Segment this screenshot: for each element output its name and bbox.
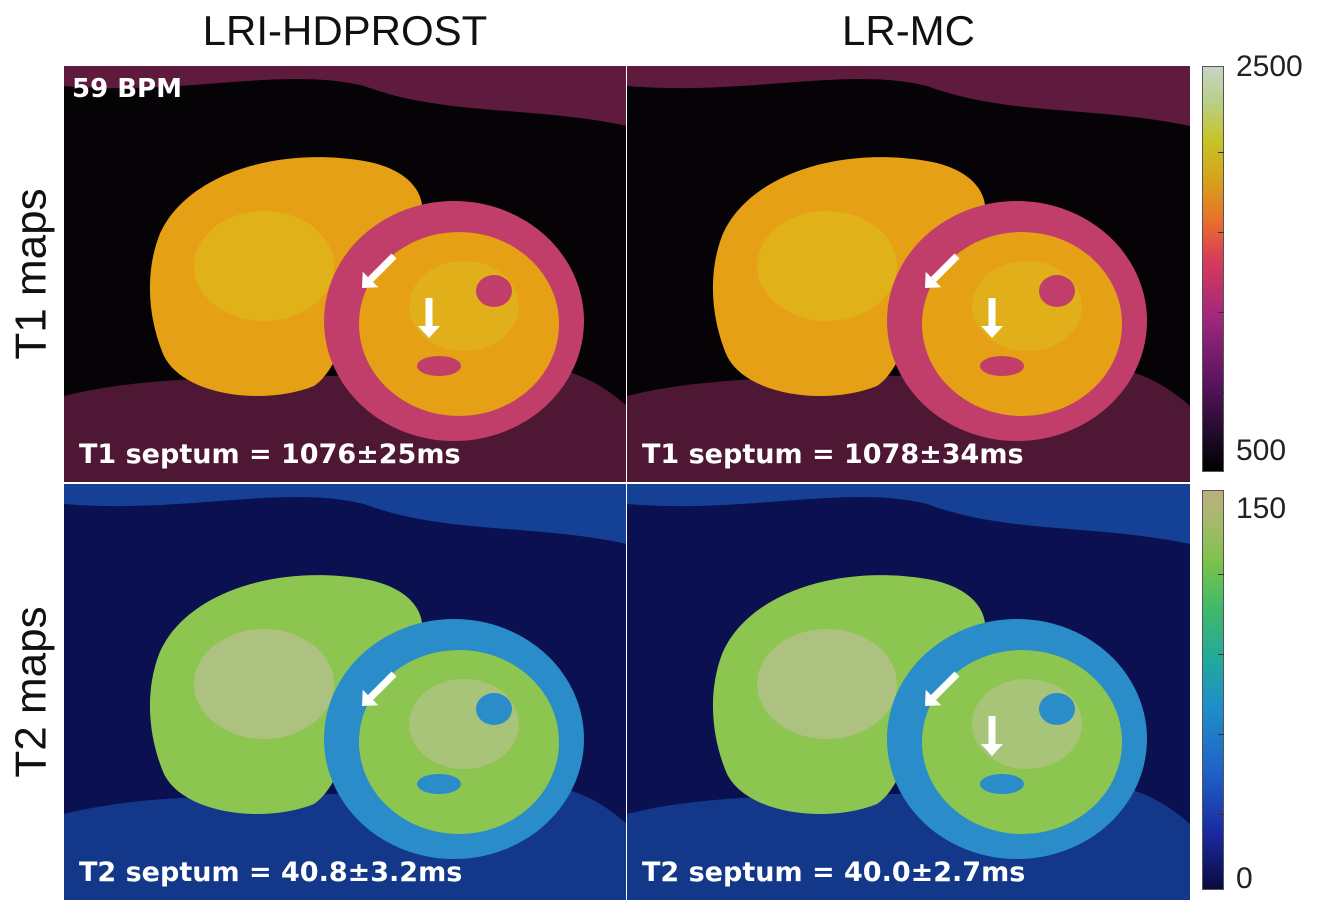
map-panel-t2-lri-hdprost: T2 septum = 40.8±3.2ms — [64, 484, 626, 900]
cardiac-map-image — [64, 484, 626, 900]
papillary-muscle — [476, 275, 512, 307]
t2-colorbar-max-label: 150 — [1236, 492, 1287, 525]
t2-colorbar — [1202, 490, 1224, 890]
t1-colorbar — [1202, 66, 1224, 472]
septum-measurement: T2 septum = 40.8±3.2ms — [79, 857, 463, 888]
papillary-muscle — [476, 693, 512, 725]
papillary-muscle — [417, 356, 461, 376]
colorbar-tick — [1218, 814, 1224, 815]
papillary-muscle — [1039, 693, 1075, 725]
t1-colorbar-min-label: 500 — [1236, 434, 1287, 467]
column-title: LRI-HDPROST — [202, 7, 488, 54]
cardiac-map-image — [64, 66, 626, 482]
left-ventricle — [922, 650, 1122, 834]
colorbar-tick — [1218, 734, 1224, 735]
arrow-icon — [362, 253, 397, 288]
blood-highlight — [757, 629, 897, 739]
arrow-icon — [981, 298, 1003, 338]
colorbar-tick — [1218, 232, 1224, 233]
colorbar-tick — [1218, 312, 1224, 313]
colorbar-tick — [1218, 152, 1224, 153]
papillary-muscle — [980, 356, 1024, 376]
t2-colorbar-min-label: 0 — [1236, 862, 1253, 895]
blood-highlight — [757, 211, 897, 321]
arrow-icon — [925, 253, 960, 288]
blood-highlight — [409, 679, 519, 769]
septum-measurement: T1 septum = 1076±25ms — [79, 439, 461, 470]
colorbar-tick — [1218, 574, 1224, 575]
septum-measurement: T2 septum = 40.0±2.7ms — [642, 857, 1026, 888]
heart-rate-label: 59 BPM — [72, 74, 182, 104]
arrow-icon — [981, 716, 1003, 756]
map-panel-t1-lri-hdprost: 59 BPM T1 septum = 1076±25ms — [64, 66, 626, 482]
map-panel-t1-lr-mc: T1 septum = 1078±34ms — [627, 66, 1190, 482]
chest-wall — [627, 66, 1190, 126]
cardiac-map-image — [627, 484, 1190, 900]
blood-highlight — [194, 629, 334, 739]
septum-measurement: T1 septum = 1078±34ms — [642, 439, 1024, 470]
t1-colorbar-max-label: 2500 — [1236, 50, 1303, 83]
arrow-icon — [418, 298, 440, 338]
chest-wall — [627, 484, 1190, 544]
colorbar-tick — [1218, 654, 1224, 655]
row-title-text: T2 maps — [7, 606, 57, 778]
blood-highlight — [194, 211, 334, 321]
arrow-icon — [925, 671, 960, 706]
row-title-text: T1 maps — [7, 188, 57, 360]
chest-wall — [64, 66, 626, 126]
left-ventricle — [359, 650, 559, 834]
cardiac-map-image — [627, 66, 1190, 482]
papillary-muscle — [980, 774, 1024, 794]
map-panel-t2-lr-mc: T2 septum = 40.0±2.7ms — [627, 484, 1190, 900]
arrow-icon — [362, 671, 397, 706]
row-title: T2 maps — [0, 484, 64, 900]
chest-wall — [64, 484, 626, 544]
colorbar-tick — [1218, 392, 1224, 393]
column-title: LR-MC — [842, 7, 975, 54]
left-ventricle — [922, 232, 1122, 416]
row-title: T1 maps — [0, 66, 64, 482]
left-ventricle — [359, 232, 559, 416]
papillary-muscle — [1039, 275, 1075, 307]
papillary-muscle — [417, 774, 461, 794]
